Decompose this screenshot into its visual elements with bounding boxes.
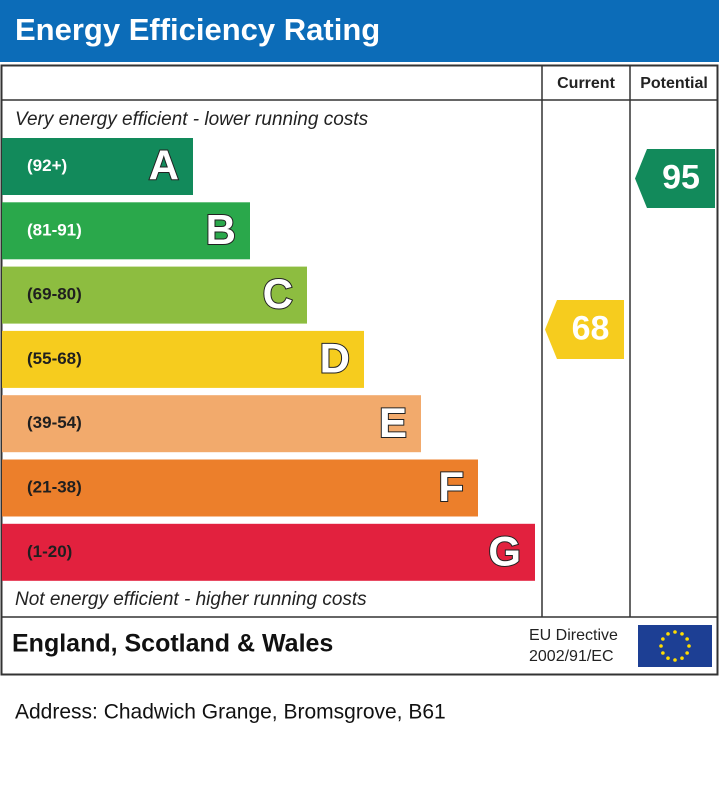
top-note: Very energy efficient - lower running co… bbox=[15, 109, 369, 130]
directive: EU Directive bbox=[529, 627, 618, 644]
band-letter: G bbox=[488, 527, 521, 574]
eu-star bbox=[659, 644, 663, 648]
band-letter: B bbox=[206, 206, 236, 253]
band-range: (69-80) bbox=[27, 285, 82, 304]
band-bar bbox=[2, 523, 535, 581]
band-letter: D bbox=[320, 334, 350, 381]
eu-star bbox=[685, 651, 689, 655]
band-range: (21-38) bbox=[27, 477, 82, 496]
band-bar bbox=[2, 266, 307, 324]
header-bar bbox=[0, 0, 719, 62]
region: England, Scotland & Wales bbox=[12, 630, 333, 658]
eu-star bbox=[680, 632, 684, 636]
band-bar bbox=[2, 202, 250, 260]
eu-star bbox=[673, 658, 677, 662]
table-border bbox=[0, 64, 719, 676]
current-value: 68 bbox=[572, 309, 610, 347]
band-letter: E bbox=[379, 399, 407, 446]
band-bar bbox=[2, 395, 421, 453]
eu-star bbox=[673, 630, 677, 634]
potential-heading: Potential bbox=[640, 75, 708, 92]
eu-star bbox=[661, 651, 665, 655]
band-bar bbox=[2, 459, 478, 517]
band-bar bbox=[2, 330, 364, 388]
eu-star bbox=[680, 656, 684, 660]
bottom-note: Not energy efficient - higher running co… bbox=[15, 589, 367, 610]
eu-star bbox=[685, 637, 689, 641]
band-range: (81-91) bbox=[27, 220, 82, 239]
directive: 2002/91/EC bbox=[529, 648, 614, 665]
eu-stars bbox=[659, 630, 691, 662]
address: Address: Chadwich Grange, Bromsgrove, B6… bbox=[15, 701, 446, 724]
current-arrow bbox=[545, 300, 624, 359]
band-range: (39-54) bbox=[27, 413, 82, 432]
eu-star bbox=[666, 632, 670, 636]
band-letter: A bbox=[149, 142, 179, 189]
potential-arrow bbox=[635, 149, 715, 208]
current-heading: Current bbox=[557, 75, 615, 92]
eu-star bbox=[687, 644, 691, 648]
band-letter: F bbox=[438, 463, 464, 510]
band-range: (1-20) bbox=[27, 542, 72, 561]
title: Energy Efficiency Rating bbox=[15, 12, 380, 47]
potential-value: 95 bbox=[662, 158, 700, 196]
bands: (92+) A (81-91) B (69-80) C (55-68) D (39-54) E (2… bbox=[2, 138, 535, 581]
band-range: (55-68) bbox=[27, 349, 82, 368]
band-range: (92+) bbox=[27, 156, 67, 175]
band-bar bbox=[2, 138, 193, 195]
band-letter: C bbox=[263, 270, 293, 317]
eu-star bbox=[661, 637, 665, 641]
eu-star bbox=[666, 656, 670, 660]
